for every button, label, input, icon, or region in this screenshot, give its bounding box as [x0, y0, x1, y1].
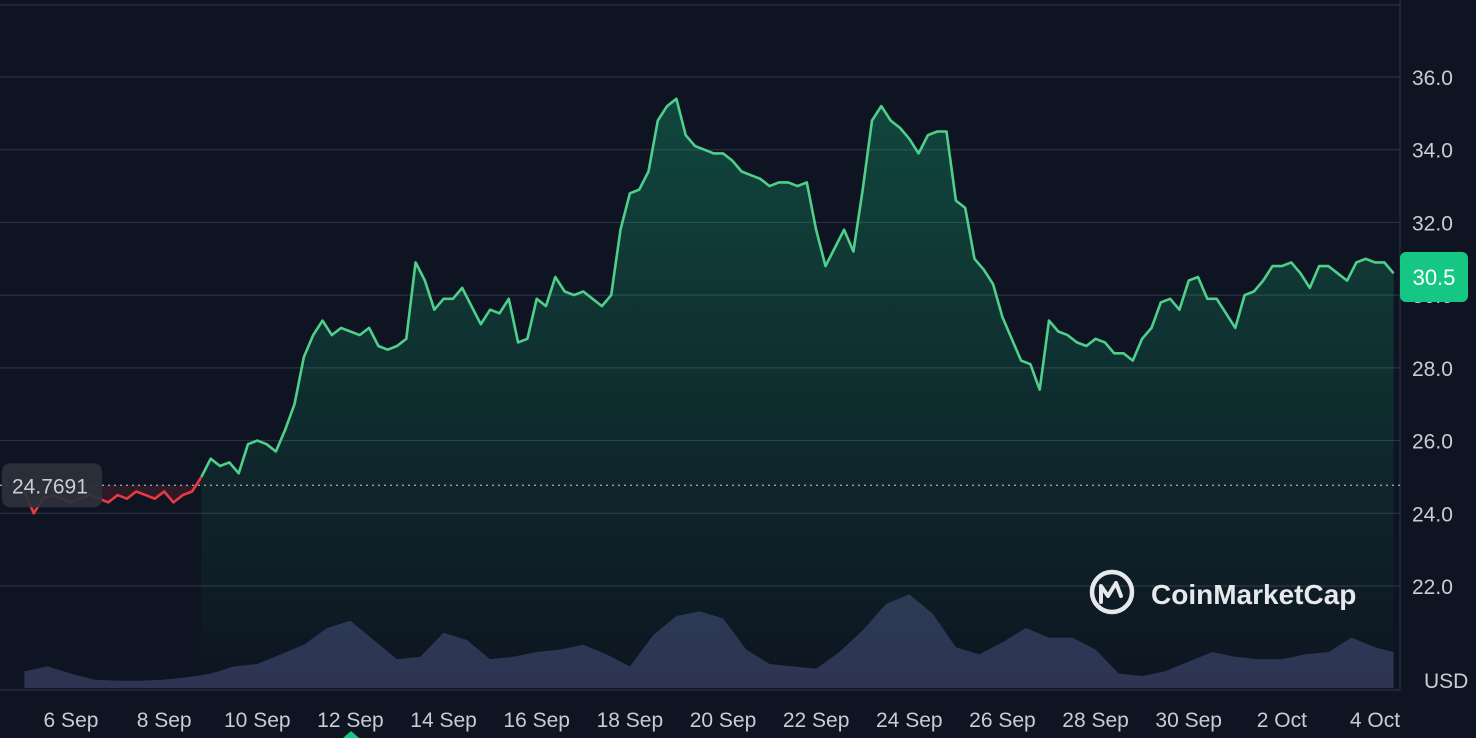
baseline-value-label: 24.7691: [12, 475, 88, 498]
x-tick-label: 8 Sep: [137, 709, 192, 732]
time-marker-icon: [343, 731, 359, 738]
x-tick-label: 24 Sep: [876, 709, 943, 732]
coinmarketcap-watermark: CoinMarketCap: [1089, 569, 1356, 615]
y-tick-label: 34.0: [1412, 140, 1453, 163]
x-tick-label: 18 Sep: [597, 709, 664, 732]
last-price-tag[interactable]: 30.5: [1400, 251, 1468, 302]
x-tick-label: 26 Sep: [969, 709, 1036, 732]
x-tick-label: 2 Oct: [1257, 709, 1307, 732]
baseline: 24.7691: [0, 463, 1400, 508]
x-tick-label: 12 Sep: [317, 709, 384, 732]
baseline-label-box: [2, 463, 102, 508]
price-line-positive: [200, 97, 1395, 478]
x-tick-label: 28 Sep: [1062, 709, 1129, 732]
x-tick-label: 20 Sep: [690, 709, 757, 732]
last-price-box: [1400, 251, 1468, 302]
last-price-label: 30.5: [1413, 265, 1456, 290]
y-tick-label: 26.0: [1412, 431, 1453, 454]
y-tick-label: 28.0: [1412, 358, 1453, 381]
y-axis-ticks: 22.024.026.028.030.032.034.036.0: [1412, 67, 1453, 599]
coinmarketcap-logo-icon: [1089, 569, 1135, 615]
x-axis-ticks: 6 Sep 8 Sep 10 Sep 12 Sep 14 Sep 16 Sep 18 Sep…: [44, 709, 1401, 732]
unit-label: USD: [1424, 670, 1468, 693]
price-area-fill: [201, 98, 1394, 691]
x-tick-label: 6 Sep: [44, 709, 99, 732]
y-tick-label: 24.0: [1412, 503, 1453, 526]
x-tick-label: 4 Oct: [1350, 709, 1400, 732]
y-tick-label: 32.0: [1412, 212, 1453, 235]
x-tick-label: 22 Sep: [783, 709, 850, 732]
watermark-text: CoinMarketCap: [1151, 579, 1356, 610]
x-tick-label: 30 Sep: [1155, 709, 1222, 732]
x-tick-label: 14 Sep: [410, 709, 477, 732]
x-tick-label: 10 Sep: [224, 709, 291, 732]
x-tick-label: 16 Sep: [503, 709, 570, 732]
y-tick-label: 22.0: [1412, 576, 1453, 599]
y-tick-label: 36.0: [1412, 67, 1453, 90]
